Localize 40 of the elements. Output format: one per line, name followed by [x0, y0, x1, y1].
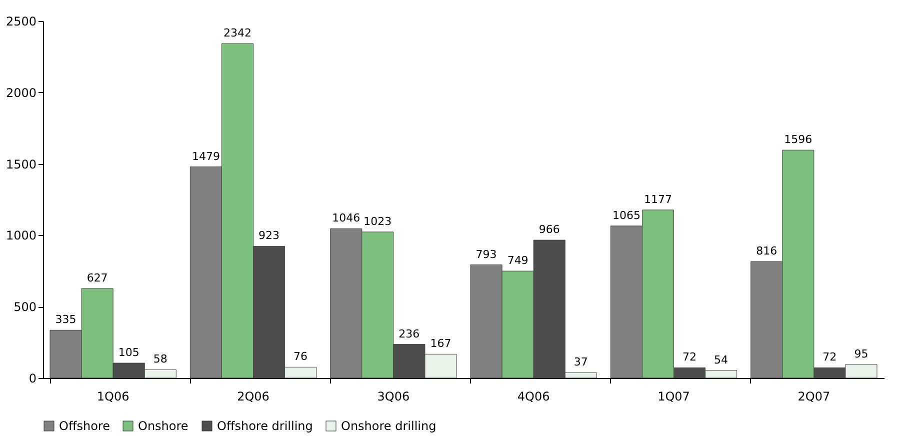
- data-label: 1023: [364, 214, 392, 228]
- data-label: 167: [430, 337, 452, 350]
- data-label: 37: [574, 356, 588, 369]
- y-tick-label: 500: [14, 300, 36, 314]
- data-label: 627: [86, 271, 108, 284]
- data-label: 1596: [784, 133, 812, 146]
- x-tick-label: 1Q07: [658, 390, 690, 404]
- legend-label: Offshore drilling: [217, 419, 313, 433]
- data-label: 2342: [223, 26, 252, 40]
- x-tick-label: 2Q07: [798, 390, 830, 404]
- data-label: 54: [714, 353, 728, 366]
- data-label: 966: [538, 223, 560, 236]
- data-label: 923: [258, 229, 280, 242]
- data-label: 72: [682, 350, 697, 364]
- data-label: 1177: [644, 192, 672, 206]
- x-tick-label: 4Q06: [517, 390, 550, 404]
- x-tick-label: 3Q06: [377, 390, 410, 404]
- data-label: 236: [398, 327, 420, 340]
- y-tick-label: 1500: [6, 157, 36, 172]
- y-tick-label: 2500: [6, 14, 36, 28]
- x-tick-label: 1Q06: [96, 390, 130, 404]
- data-label: 105: [118, 346, 140, 360]
- data-label: 749: [507, 254, 528, 268]
- y-tick-label: 1000: [6, 228, 36, 243]
- data-label: 1479: [192, 150, 220, 163]
- data-label: 1065: [612, 208, 640, 222]
- data-label: 793: [476, 248, 497, 261]
- y-tick-label: 0: [28, 372, 36, 386]
- legend-label: Onshore: [138, 419, 188, 433]
- data-label: 76: [294, 350, 308, 364]
- data-label: 72: [822, 350, 837, 364]
- data-label: 816: [756, 244, 778, 258]
- x-tick-label: 2Q06: [237, 390, 270, 404]
- legend-label: Offshore: [59, 419, 110, 433]
- data-label: 1046: [332, 212, 360, 225]
- legend-label: Onshore drilling: [341, 419, 436, 433]
- data-label: 335: [55, 313, 76, 326]
- data-label: 58: [153, 352, 168, 366]
- y-tick-label: 2000: [6, 86, 36, 100]
- data-label: 95: [854, 347, 868, 360]
